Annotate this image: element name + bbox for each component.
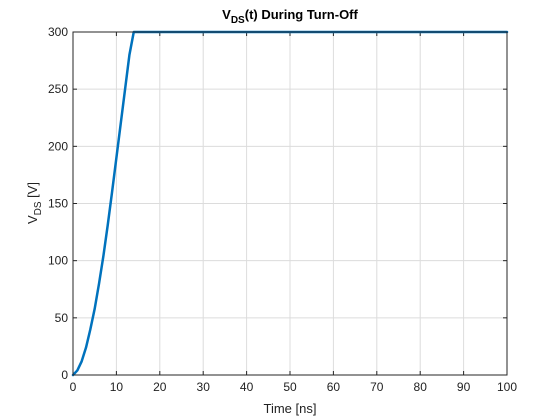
- y-tick-label: 50: [55, 311, 69, 325]
- y-tick-label: 100: [48, 254, 68, 268]
- x-tick-label: 80: [414, 380, 428, 394]
- plot-border: [72, 31, 508, 376]
- title-main: V: [222, 7, 231, 22]
- title-rest: (t) During Turn-Off: [245, 7, 359, 22]
- ylabel-main: V: [25, 215, 40, 224]
- y-tick-label: 0: [61, 368, 68, 382]
- y-axis-label: VDS [V]: [25, 182, 44, 224]
- y-tick-labels: 0 50 100 150 200 250 300: [48, 25, 68, 382]
- ylabel-rest: [V]: [25, 182, 40, 202]
- x-tick-label: 30: [197, 380, 211, 394]
- y-tick-label: 150: [48, 197, 68, 211]
- title-subscript: DS: [231, 15, 245, 26]
- x-tick-label: 10: [110, 380, 124, 394]
- x-axis-label: Time [ns]: [264, 401, 317, 416]
- y-tick-label: 200: [48, 139, 68, 153]
- x-tick-label: 0: [70, 380, 77, 394]
- chart-title: VDS(t) During Turn-Off: [222, 7, 358, 26]
- x-tick-label: 40: [240, 380, 254, 394]
- ylabel-subscript: DS: [33, 201, 44, 215]
- x-tick-label: 20: [153, 380, 167, 394]
- x-tick-label: 70: [370, 380, 384, 394]
- x-tick-label: 90: [457, 380, 471, 394]
- x-tick-label: 100: [497, 380, 517, 394]
- y-tick-label: 300: [48, 25, 68, 39]
- gridlines: [73, 32, 507, 375]
- x-tick-label: 60: [327, 380, 341, 394]
- x-tick-label: 50: [283, 380, 297, 394]
- y-tick-label: 250: [48, 82, 68, 96]
- x-tick-labels: 0 10 20 30 40 50 60 70 80 90 100: [70, 380, 518, 394]
